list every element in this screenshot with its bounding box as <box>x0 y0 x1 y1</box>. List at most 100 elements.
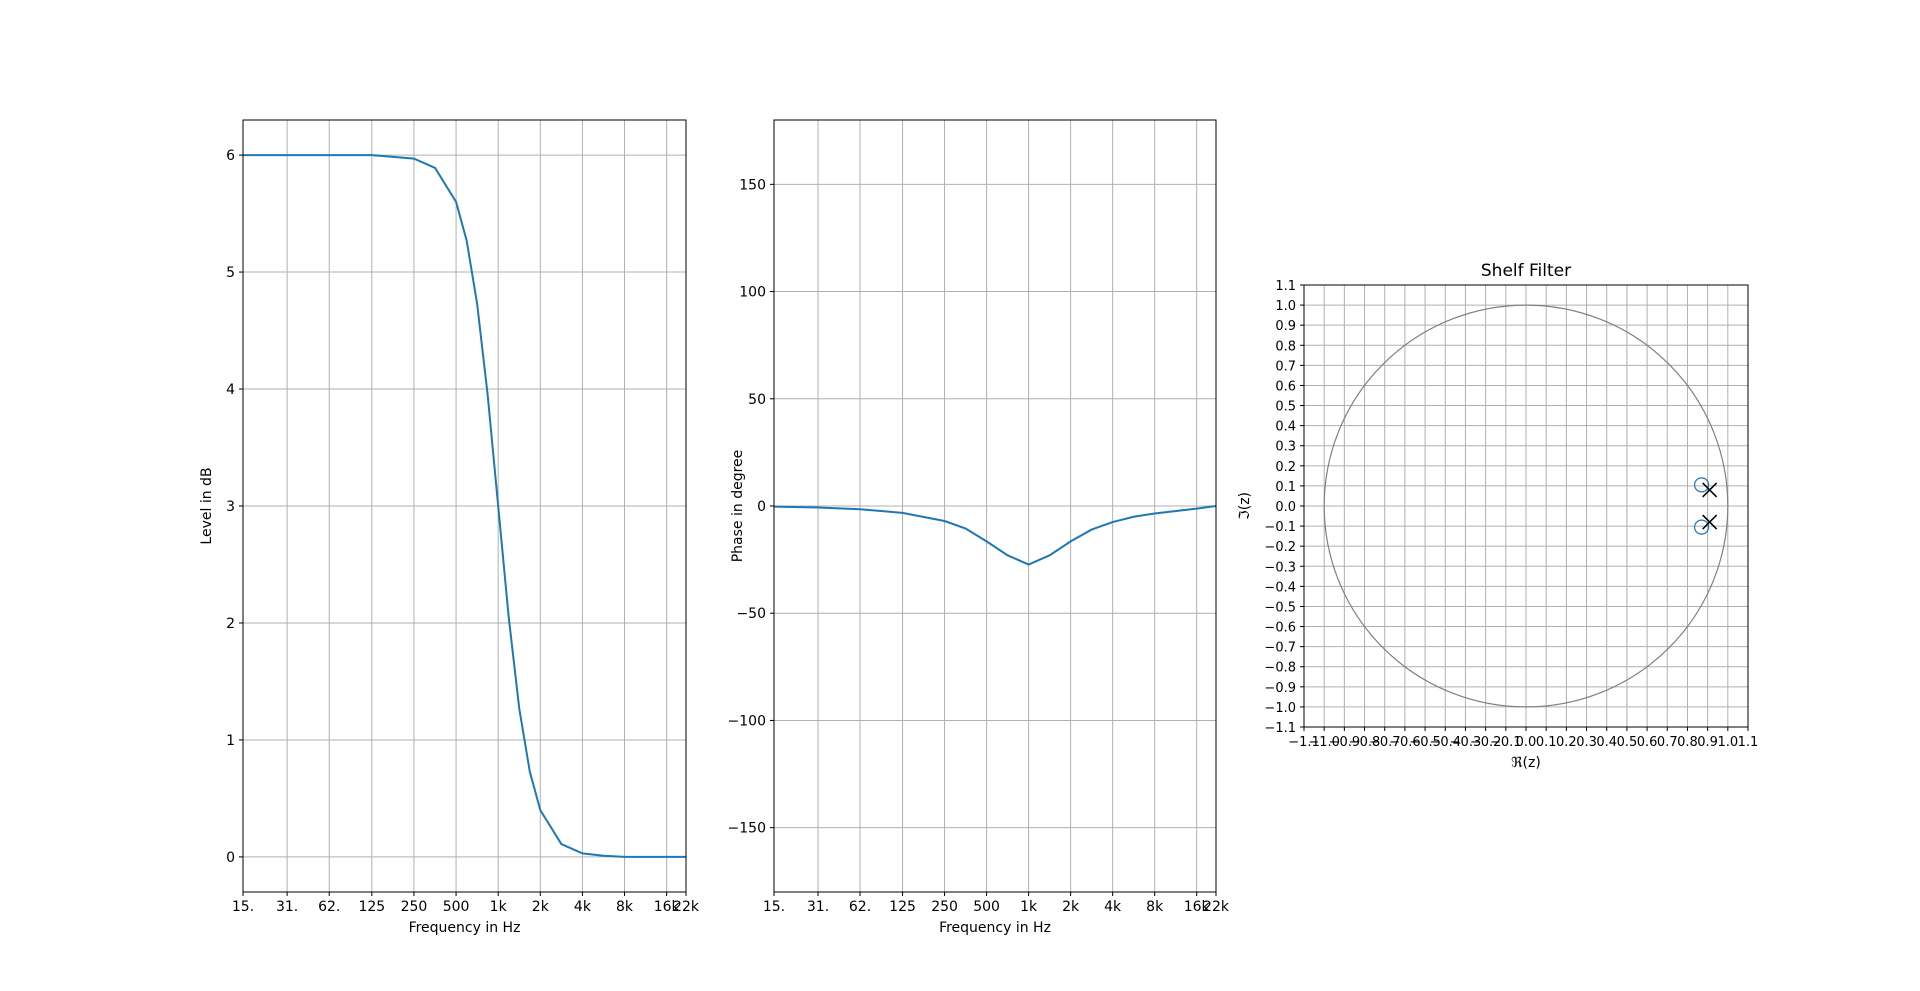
x-tick-label: −1.0 <box>1308 735 1340 750</box>
y-tick-label: −0.2 <box>1264 540 1296 555</box>
y-tick-label: −0.5 <box>1264 600 1296 615</box>
y-axis-label: Level in dB <box>199 467 215 544</box>
x-tick-label: 0.5 <box>1617 735 1638 750</box>
y-tick-label: −150 <box>728 821 766 837</box>
x-tick-label: 22k <box>673 899 700 915</box>
x-tick-label: 125 <box>889 899 916 915</box>
x-tick-label: 125 <box>358 899 385 915</box>
chart-title: Shelf Filter <box>1481 261 1571 281</box>
y-tick-label: 0.3 <box>1275 440 1296 455</box>
x-tick-label: 4k <box>574 899 592 915</box>
axes: 15. 31. 62. 125 250 500 1k 2k 4k 8k 16k22k−150−100… <box>728 119 1230 936</box>
y-tick-label: 0 <box>226 850 235 866</box>
x-tick-label: 8k <box>616 899 634 915</box>
x-tick-label: 8k <box>1146 899 1164 915</box>
y-tick-label: 0.8 <box>1275 339 1296 354</box>
y-tick-label: −100 <box>728 713 766 729</box>
x-tick-label: 1k <box>490 899 508 915</box>
x-tick-label: −0.4 <box>1429 735 1461 750</box>
x-axis-label: Frequency in Hz <box>409 920 521 936</box>
x-tick-label: −0.7 <box>1369 735 1401 750</box>
y-tick-label: 5 <box>226 265 235 281</box>
y-tick-label: 0.5 <box>1275 400 1296 415</box>
x-tick-label: 1.1 <box>1738 735 1759 750</box>
x-tick-label: −0.2 <box>1470 735 1502 750</box>
axes: −1.1−1.0−0.9−0.8−0.7−0.6−0.5−0.4−0.3−0.2… <box>1237 261 1758 771</box>
y-axis-label: Phase in degree <box>730 450 746 563</box>
x-tick-label: −0.5 <box>1409 735 1441 750</box>
y-axis-label: ℑ(z) <box>1237 492 1253 520</box>
x-axis-label: ℜ(z) <box>1511 755 1541 771</box>
pole-marker <box>1702 482 1718 498</box>
x-tick-label: 0.9 <box>1697 735 1718 750</box>
y-tick-label: 1.1 <box>1275 279 1296 294</box>
y-tick-label: −50 <box>736 606 766 622</box>
y-tick-label: −0.8 <box>1264 661 1296 676</box>
y-tick-label: 0.2 <box>1275 460 1296 475</box>
x-tick-label: 2k <box>1062 899 1080 915</box>
y-tick-label: 0.0 <box>1275 500 1296 515</box>
y-tick-label: 0.9 <box>1275 319 1296 334</box>
data-line <box>243 154 686 858</box>
x-tick-label: 31. <box>276 899 298 915</box>
axes-frame <box>773 119 1217 893</box>
y-tick-label: −0.6 <box>1264 621 1296 636</box>
y-tick-label: 1 <box>226 733 235 749</box>
x-tick-label: 4k <box>1104 899 1122 915</box>
data-line <box>773 505 1217 566</box>
x-tick-label: −0.6 <box>1389 735 1421 750</box>
y-tick-label: 0.6 <box>1275 379 1296 394</box>
x-tick-label: 15. <box>763 899 785 915</box>
y-tick-label: −0.9 <box>1264 681 1296 696</box>
x-tick-label: 1k <box>1020 899 1038 915</box>
y-tick-label: 0.7 <box>1275 359 1296 374</box>
y-tick-label: 0 <box>757 499 766 515</box>
x-tick-label: 500 <box>973 899 1000 915</box>
x-tick-label: 16k <box>1184 899 1211 915</box>
x-tick-label: 0.6 <box>1637 735 1658 750</box>
x-tick-label: 62. <box>849 899 871 915</box>
y-tick-label: 3 <box>226 499 235 515</box>
x-axis-label: Frequency in Hz <box>939 920 1051 936</box>
y-tick-label: −1.1 <box>1264 721 1296 736</box>
y-tick-label: −0.7 <box>1264 641 1296 656</box>
axes-frame <box>1303 284 1749 728</box>
y-tick-label: 150 <box>739 177 766 193</box>
x-tick-label: 0.3 <box>1576 735 1597 750</box>
axes-frame <box>242 119 687 893</box>
x-tick-label: 250 <box>931 899 958 915</box>
y-tick-label: 0.1 <box>1275 480 1296 495</box>
y-tick-label: 100 <box>739 285 766 301</box>
x-tick-label: 62. <box>318 899 340 915</box>
x-tick-label: −1.1 <box>1288 735 1320 750</box>
x-tick-label: 0.1 <box>1536 735 1557 750</box>
x-tick-label: 0.4 <box>1596 735 1617 750</box>
x-tick-label: 0.2 <box>1556 735 1577 750</box>
y-tick-label: −0.3 <box>1264 560 1296 575</box>
y-tick-label: 6 <box>226 148 235 164</box>
x-tick-label: 0.8 <box>1677 735 1698 750</box>
x-tick-label: 500 <box>443 899 470 915</box>
x-tick-label: −0.1 <box>1490 735 1522 750</box>
y-tick-label: −0.4 <box>1264 580 1296 595</box>
x-tick-label: 1.0 <box>1717 735 1738 750</box>
zero-marker <box>1693 477 1710 493</box>
zero-marker <box>1693 519 1710 535</box>
y-tick-label: −1.0 <box>1264 701 1296 716</box>
unit-circle <box>1323 304 1729 708</box>
x-tick-label: 2k <box>532 899 550 915</box>
x-tick-label: 15. <box>232 899 254 915</box>
y-tick-label: 2 <box>226 616 235 632</box>
x-tick-label: 250 <box>401 899 428 915</box>
x-tick-label: −0.9 <box>1329 735 1361 750</box>
pole-marker <box>1702 514 1718 530</box>
x-tick-label: 31. <box>807 899 829 915</box>
x-tick-label: −0.8 <box>1349 735 1381 750</box>
y-tick-label: 50 <box>748 392 766 408</box>
x-tick-label: 16k <box>654 899 681 915</box>
y-tick-label: 4 <box>226 382 235 398</box>
